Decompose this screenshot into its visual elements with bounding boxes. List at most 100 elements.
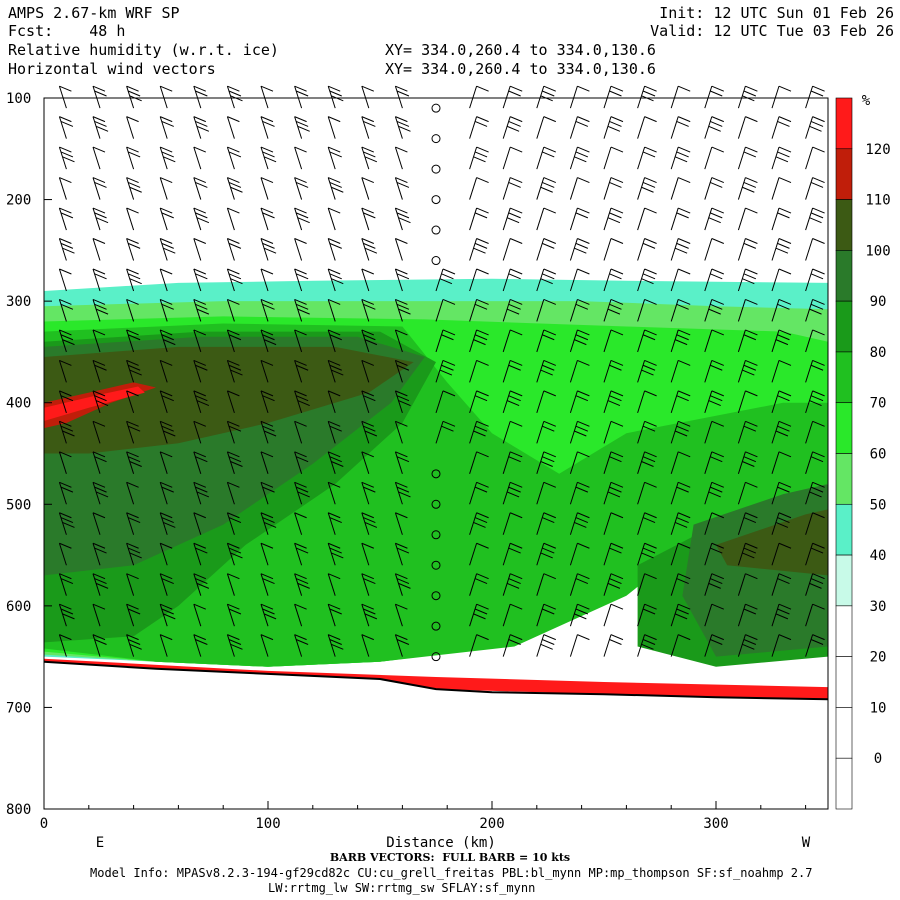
wind-barb: [670, 420, 691, 444]
barb-feather: [193, 268, 206, 275]
wind-barb: [394, 146, 408, 170]
wind-barb: [327, 420, 342, 444]
barb-shaft: [58, 86, 67, 109]
barb-feather: [361, 329, 374, 336]
colorbar-bin: [835, 148, 853, 200]
wind-barb: [704, 329, 724, 353]
barb-feather: [641, 643, 654, 650]
y-tick-label: 600: [6, 599, 31, 615]
barb-feather: [92, 298, 106, 305]
y-tick-label: 400: [6, 396, 31, 412]
wind-barb: [536, 481, 556, 505]
barb-feather: [610, 359, 624, 366]
valid-time: Valid: 12 UTC Tue 03 Feb 26: [650, 22, 894, 40]
barb-feather: [644, 603, 657, 610]
wind-barb: [159, 298, 174, 322]
barb-feather: [542, 151, 555, 158]
barb-feather: [59, 85, 72, 92]
wind-barb: [670, 298, 691, 322]
barb-shaft: [771, 543, 780, 566]
barb-shaft: [260, 329, 269, 353]
barb-feather: [94, 181, 107, 188]
barb-shaft: [92, 573, 101, 596]
barb-feather: [508, 121, 521, 127]
barb-shaft: [704, 207, 713, 231]
wind-barb: [260, 177, 274, 200]
barb-feather: [778, 359, 792, 366]
barb-shaft: [193, 177, 202, 200]
barb-feather: [160, 207, 173, 214]
barb-feather: [506, 582, 520, 589]
barb-feather: [294, 238, 307, 244]
barb-feather: [644, 359, 657, 366]
barb-feather: [778, 85, 792, 92]
barb-shaft: [637, 634, 646, 657]
barb-shaft: [58, 360, 67, 383]
barb-feather: [193, 634, 206, 641]
barb-shaft: [327, 268, 336, 292]
wind-barb: [805, 116, 825, 139]
barb-feather: [610, 177, 624, 184]
wind-barb: [536, 238, 556, 261]
barb-feather: [94, 547, 107, 554]
barb-shaft: [670, 86, 679, 109]
wind-barb: [361, 420, 378, 444]
barb-shaft: [294, 116, 303, 139]
barb-feather: [95, 217, 109, 224]
barb-feather: [396, 212, 410, 219]
barb-feather: [710, 578, 723, 585]
barb-feather: [161, 517, 174, 524]
barb-feather: [59, 177, 72, 184]
barb-feather: [508, 364, 521, 371]
wind-barb: [737, 390, 758, 414]
barb-feather: [126, 207, 139, 214]
barb-feather: [810, 364, 824, 371]
wind-barb: [704, 85, 724, 109]
barb-feather: [678, 207, 691, 214]
wind-barb: [805, 542, 825, 566]
barb-shaft: [637, 543, 646, 566]
barb-shaft: [569, 451, 578, 474]
barb-feather: [676, 334, 689, 341]
barb-feather: [642, 151, 656, 158]
barb-feather: [642, 334, 656, 341]
wind-barb: [805, 420, 825, 444]
wind-barb: [260, 451, 274, 474]
barb-shaft: [193, 299, 202, 322]
barb-feather: [644, 634, 657, 641]
barb-shaft: [58, 634, 67, 657]
wind-barb: [126, 603, 141, 627]
barb-feather: [297, 400, 310, 407]
barb-feather: [745, 420, 758, 427]
wind-barb: [226, 512, 242, 535]
barb-feather: [294, 116, 307, 123]
wind-barb: [569, 542, 590, 566]
barb-shaft: [58, 390, 67, 414]
terrain-fill: [44, 661, 828, 809]
barb-feather: [678, 573, 691, 580]
barb-feather: [743, 639, 757, 645]
barb-feather: [59, 268, 72, 275]
x-end-label-left: E: [96, 835, 104, 851]
barb-feather: [476, 359, 489, 366]
barb-feather: [778, 116, 792, 123]
barb-feather: [642, 181, 656, 188]
barb-feather: [361, 512, 374, 519]
barb-shaft: [260, 116, 269, 139]
barb-feather: [92, 542, 106, 549]
barb-feather: [328, 573, 341, 580]
barb-feather: [609, 395, 622, 402]
barb-feather: [676, 121, 689, 127]
wind-barb: [193, 329, 206, 353]
barb-feather: [610, 603, 624, 610]
barb-feather: [364, 247, 378, 254]
barb-shaft: [394, 207, 403, 231]
barb-feather: [474, 486, 488, 493]
barb-feather: [363, 212, 376, 219]
barb-shaft: [260, 360, 269, 383]
rh-region-120: [44, 386, 145, 421]
barb-shaft: [126, 512, 135, 535]
barb-shaft: [603, 482, 612, 505]
barb-shaft: [805, 543, 814, 566]
barb-feather: [742, 643, 755, 650]
